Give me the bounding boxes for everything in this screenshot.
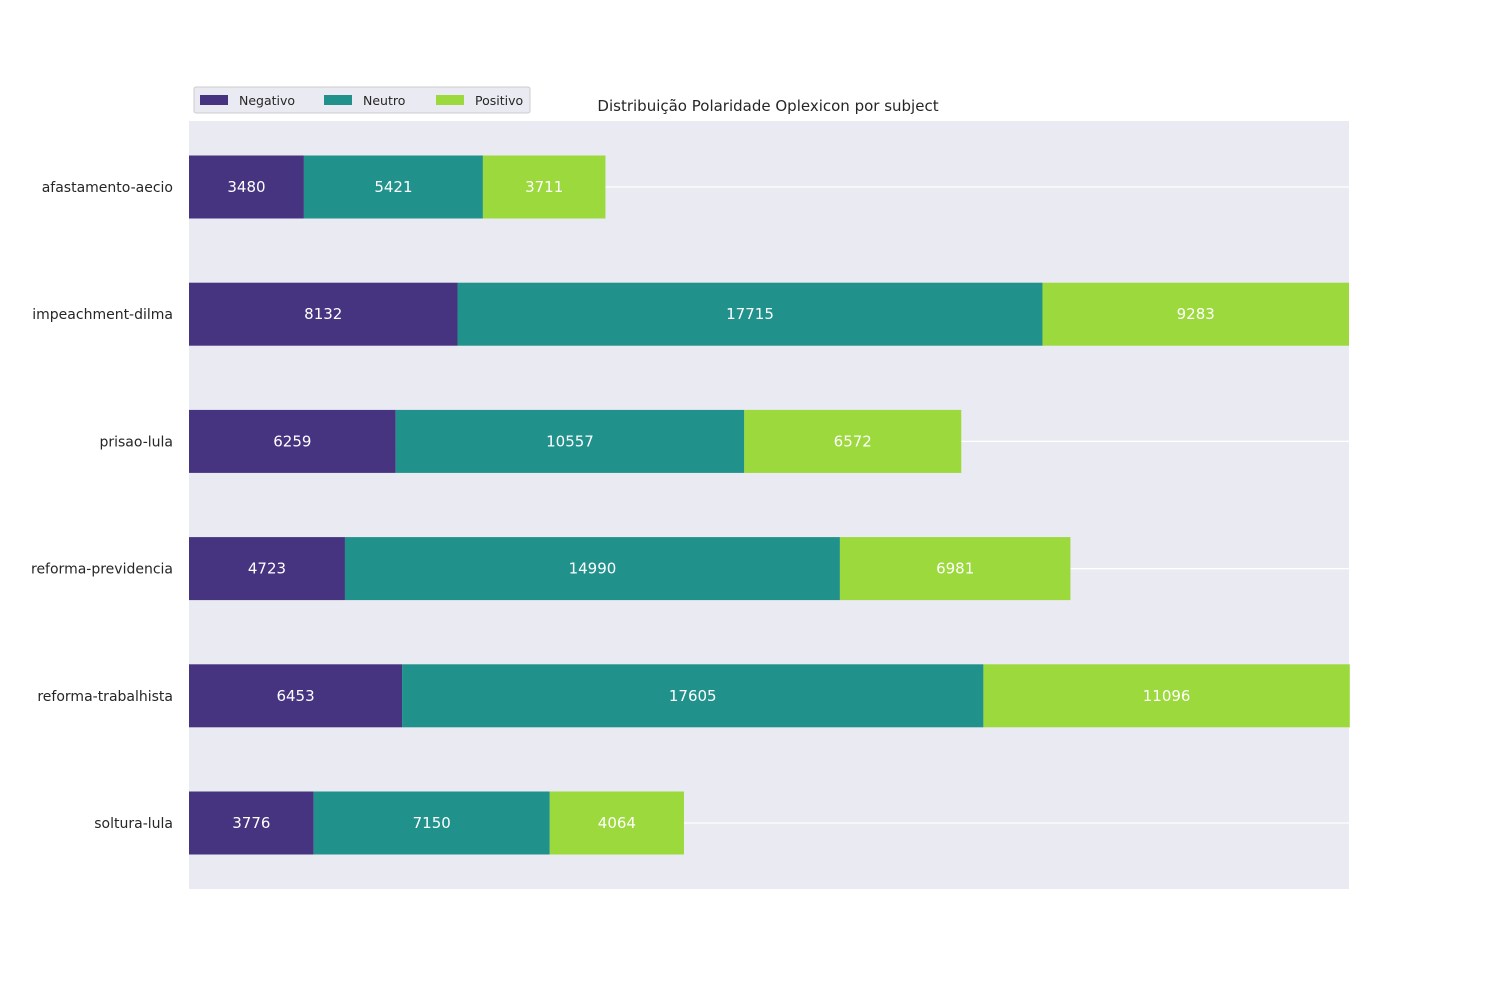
bar-positivo xyxy=(1042,282,1349,346)
legend-label-neutro: Neutro xyxy=(363,93,405,108)
bar-neutro xyxy=(457,282,1043,346)
bar-negativo xyxy=(189,664,403,728)
bar-positivo xyxy=(549,791,684,855)
data-label: 6259 xyxy=(273,432,311,450)
data-label: 6572 xyxy=(834,432,872,450)
bar-positivo xyxy=(744,409,962,473)
data-label: 10557 xyxy=(546,432,594,450)
bar-neutro xyxy=(395,409,745,473)
data-label: 3711 xyxy=(525,178,563,196)
category-label: reforma-previdencia xyxy=(31,562,173,578)
category-label: afastamento-aecio xyxy=(42,180,173,196)
category-label: prisao-lula xyxy=(99,434,173,450)
bar-neutro xyxy=(303,155,483,219)
category-label: impeachment-dilma xyxy=(32,307,173,323)
bar-negativo xyxy=(189,409,396,473)
bars xyxy=(189,155,1350,855)
chart-title: Distribuição Polaridade Oplexicon por su… xyxy=(597,97,938,115)
data-label: 17605 xyxy=(669,687,717,705)
data-label: 11096 xyxy=(1143,687,1191,705)
bar-negativo xyxy=(189,282,458,346)
legend-label-positivo: Positivo xyxy=(475,93,523,108)
legend-swatch-positivo xyxy=(436,95,464,105)
data-label: 14990 xyxy=(569,560,617,578)
bar-neutro xyxy=(402,664,984,728)
bar-positivo xyxy=(983,664,1350,728)
bar-neutro xyxy=(313,791,550,855)
category-label: soltura-lula xyxy=(94,816,173,832)
data-label: 3480 xyxy=(227,178,265,196)
legend: Negativo Neutro Positivo xyxy=(193,86,531,114)
data-label: 6981 xyxy=(936,560,974,578)
data-label: 8132 xyxy=(304,305,342,323)
data-label: 5421 xyxy=(374,178,412,196)
bar-positivo xyxy=(482,155,606,219)
data-label: 4064 xyxy=(598,814,636,832)
legend-swatch-negativo xyxy=(200,95,228,105)
bar-positivo xyxy=(839,537,1071,601)
data-label: 7150 xyxy=(413,814,451,832)
data-label: 3776 xyxy=(232,814,270,832)
legend-box xyxy=(193,86,531,114)
data-label: 6453 xyxy=(276,687,314,705)
data-label: 4723 xyxy=(248,560,286,578)
data-label: 17715 xyxy=(726,305,774,323)
category-tick-labels: afastamento-aecio impeachment-dilma prisao… xyxy=(31,180,173,832)
value-labels: 3480 5421 3711 8132 17715 9283 6259 10557 6572 47… xyxy=(227,178,1214,832)
bar-negativo xyxy=(189,155,304,219)
bar-negativo xyxy=(189,537,345,601)
legend-swatch-neutro xyxy=(324,95,352,105)
data-label: 9283 xyxy=(1177,305,1215,323)
legend-label-negativo: Negativo xyxy=(239,93,295,108)
bar-neutro xyxy=(344,537,840,601)
category-label: reforma-trabalhista xyxy=(37,689,173,705)
bar-negativo xyxy=(189,791,314,855)
plot-area xyxy=(189,121,1349,889)
